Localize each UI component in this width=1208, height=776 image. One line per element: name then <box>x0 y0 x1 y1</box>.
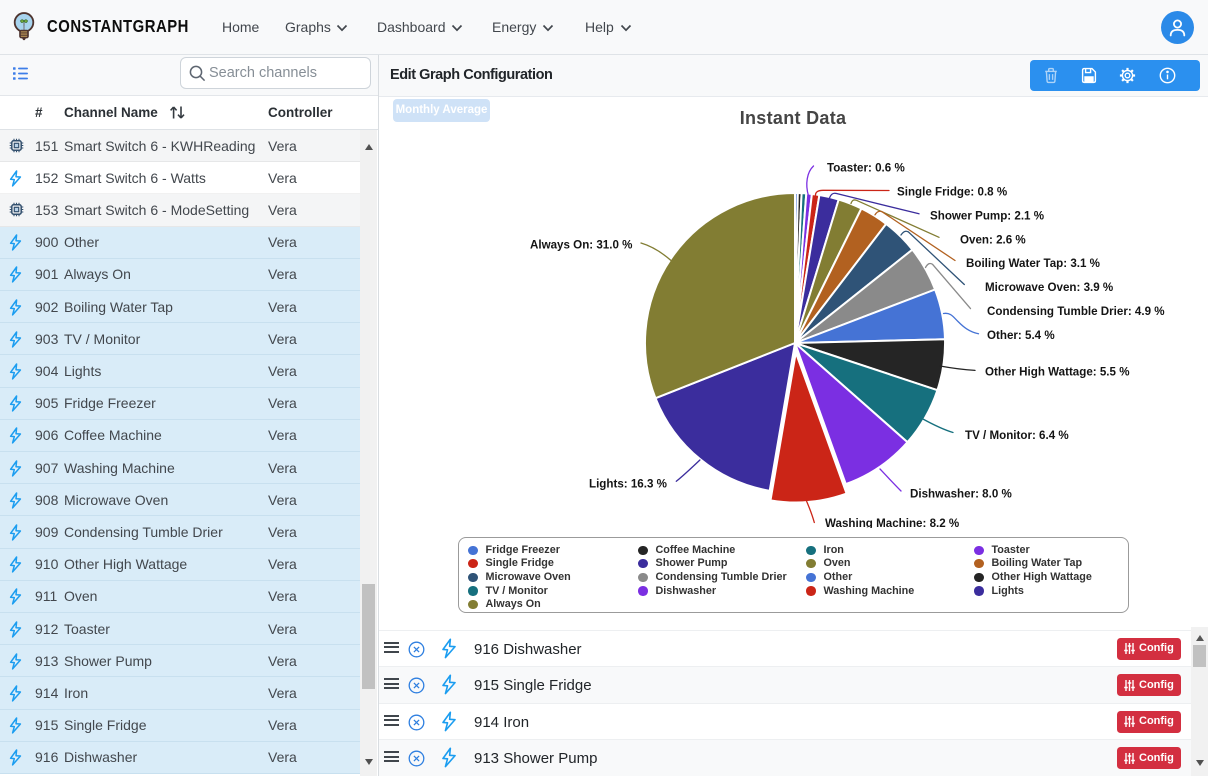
svg-text:Condensing Tumble Drier: 4.9 %: Condensing Tumble Drier: 4.9 % <box>987 305 1165 318</box>
svg-text:Washing Machine: 8.2 %: Washing Machine: 8.2 % <box>825 517 959 528</box>
svg-text:Other High Wattage: 5.5 %: Other High Wattage: 5.5 % <box>985 366 1130 379</box>
svg-text:Oven: 2.6 %: Oven: 2.6 % <box>960 234 1026 247</box>
svg-text:Always On: 31.0 %: Always On: 31.0 % <box>530 239 632 252</box>
svg-text:Toaster: 0.6 %: Toaster: 0.6 % <box>827 162 905 175</box>
svg-text:Lights: 16.3 %: Lights: 16.3 % <box>589 478 667 491</box>
svg-text:Instant Data: Instant Data <box>740 108 847 128</box>
svg-text:Other: 5.4 %: Other: 5.4 % <box>987 329 1055 342</box>
svg-text:TV / Monitor: 6.4 %: TV / Monitor: 6.4 % <box>965 429 1069 442</box>
svg-text:Boiling Water Tap: 3.1 %: Boiling Water Tap: 3.1 % <box>966 257 1100 270</box>
svg-text:Single Fridge: 0.8 %: Single Fridge: 0.8 % <box>897 186 1007 199</box>
svg-text:Shower Pump: 2.1 %: Shower Pump: 2.1 % <box>930 210 1044 223</box>
svg-text:Dishwasher: 8.0 %: Dishwasher: 8.0 % <box>910 488 1012 501</box>
svg-text:Microwave Oven: 3.9 %: Microwave Oven: 3.9 % <box>985 281 1113 294</box>
